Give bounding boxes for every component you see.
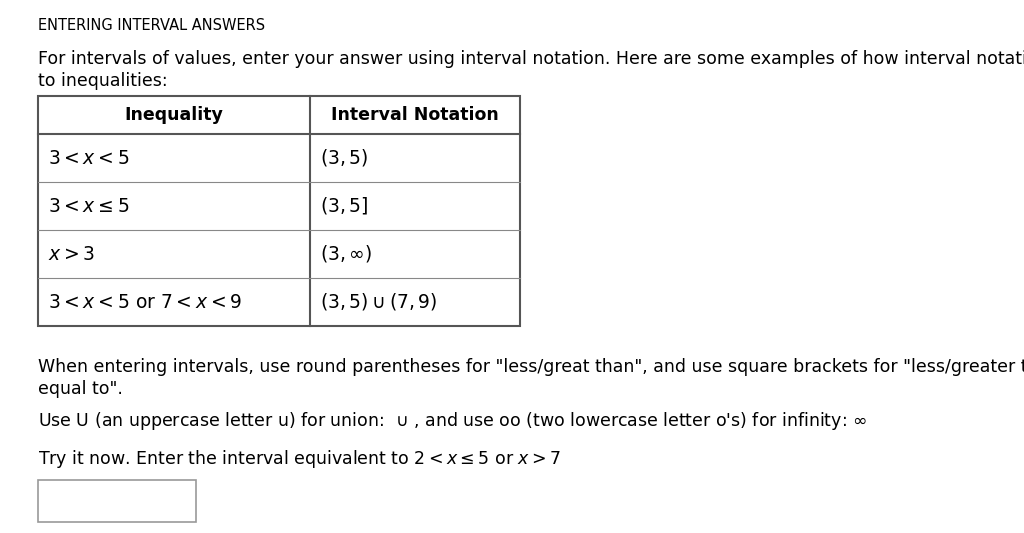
Text: ENTERING INTERVAL ANSWERS: ENTERING INTERVAL ANSWERS: [38, 18, 265, 33]
Text: $(3, 5) \cup (7, 9)$: $(3, 5) \cup (7, 9)$: [319, 292, 437, 312]
Text: $3 < x < 5\ \mathrm{or}\ 7 < x < 9$: $3 < x < 5\ \mathrm{or}\ 7 < x < 9$: [48, 293, 242, 311]
Text: $(3, \infty)$: $(3, \infty)$: [319, 244, 372, 264]
Text: Use U (an uppercase letter u) for union:  $\cup$ , and use oo (two lowercase let: Use U (an uppercase letter u) for union:…: [38, 410, 867, 432]
Text: For intervals of values, enter your answer using interval notation. Here are som: For intervals of values, enter your answ…: [38, 50, 1024, 68]
Text: to inequalities:: to inequalities:: [38, 72, 168, 90]
Text: $3 < x \leq 5$: $3 < x \leq 5$: [48, 197, 129, 215]
Text: Try it now. Enter the interval equivalent to $2 < x \leq 5$ or $x > 7$: Try it now. Enter the interval equivalen…: [38, 448, 561, 470]
Text: $(3,5]$: $(3,5]$: [319, 196, 369, 216]
Text: $3 < x < 5$: $3 < x < 5$: [48, 149, 129, 167]
Text: Inequality: Inequality: [125, 106, 223, 124]
Text: $x > 3$: $x > 3$: [48, 245, 95, 263]
Bar: [38, 96, 520, 326]
Text: $(3,5)$: $(3,5)$: [319, 148, 369, 168]
Bar: [38, 480, 196, 522]
Text: equal to".: equal to".: [38, 380, 123, 398]
Text: When entering intervals, use round parentheses for "less/great than", and use sq: When entering intervals, use round paren…: [38, 358, 1024, 376]
Text: Interval Notation: Interval Notation: [331, 106, 499, 124]
